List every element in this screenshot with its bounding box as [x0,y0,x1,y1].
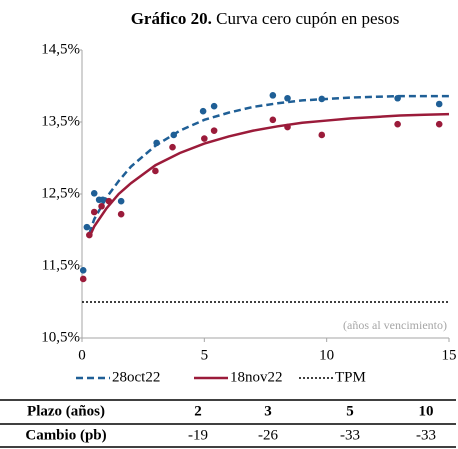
data-point [394,94,401,102]
annotation: (años al vencimiento) [343,318,447,332]
data-point [435,120,443,128]
data-point [90,208,98,216]
data-point [269,92,277,99]
data-point [284,123,291,131]
data-point [199,107,207,115]
data-point [90,189,98,197]
data-point [105,197,113,205]
y-tick-label: 13,5% [41,113,80,129]
legend-label: 28oct22 [112,369,160,385]
data-point [435,100,443,108]
x-tick-label: 15 [442,347,457,363]
data-point [79,267,87,274]
x-tick-label: 5 [201,347,209,363]
table-header: 3 [264,403,272,419]
table-header: 2 [194,403,202,419]
data-point [284,94,291,102]
table-header: 5 [346,403,354,419]
data-point [394,120,401,128]
legend-label: 18nov22 [230,369,283,385]
data-point [210,102,218,110]
y-tick-label: 10,5% [41,329,80,345]
table-header: Plazo (años) [27,403,105,419]
data-point [318,131,326,139]
data-point [210,127,218,134]
y-tick-label: 12,5% [41,185,80,201]
data-point [201,135,208,142]
legend-label: TPM [335,369,366,385]
table-header: 10 [419,403,434,419]
title-text: Curva cero cupón en pesos [216,9,399,28]
title-label: Gráfico 20. [131,9,212,28]
data-point [169,143,176,151]
data-point [86,231,93,239]
data-point [269,116,277,124]
data-point [153,139,160,147]
data-point [152,167,159,175]
table-cell: -26 [258,427,278,443]
series-line [88,94,449,235]
data-point [98,202,105,210]
chart-title: Gráfico 20. Curva cero cupón en pesos [131,9,400,28]
x-tick-label: 0 [78,347,86,363]
series-line [88,112,450,238]
x-tick-label: 10 [319,347,334,363]
data-point [99,196,107,204]
y-tick-label: 14,5% [41,41,80,57]
data-point [318,95,326,103]
data-point [79,275,87,283]
table-cell: Cambio (pb) [25,427,106,443]
data-point [170,131,178,139]
table-cell: -33 [340,427,360,443]
data-point [117,210,125,218]
data-point [117,197,125,205]
data-point [83,223,91,231]
y-tick-label: 11,5% [42,257,80,273]
table-cell: -33 [416,427,436,443]
table-cell: -19 [188,427,208,443]
